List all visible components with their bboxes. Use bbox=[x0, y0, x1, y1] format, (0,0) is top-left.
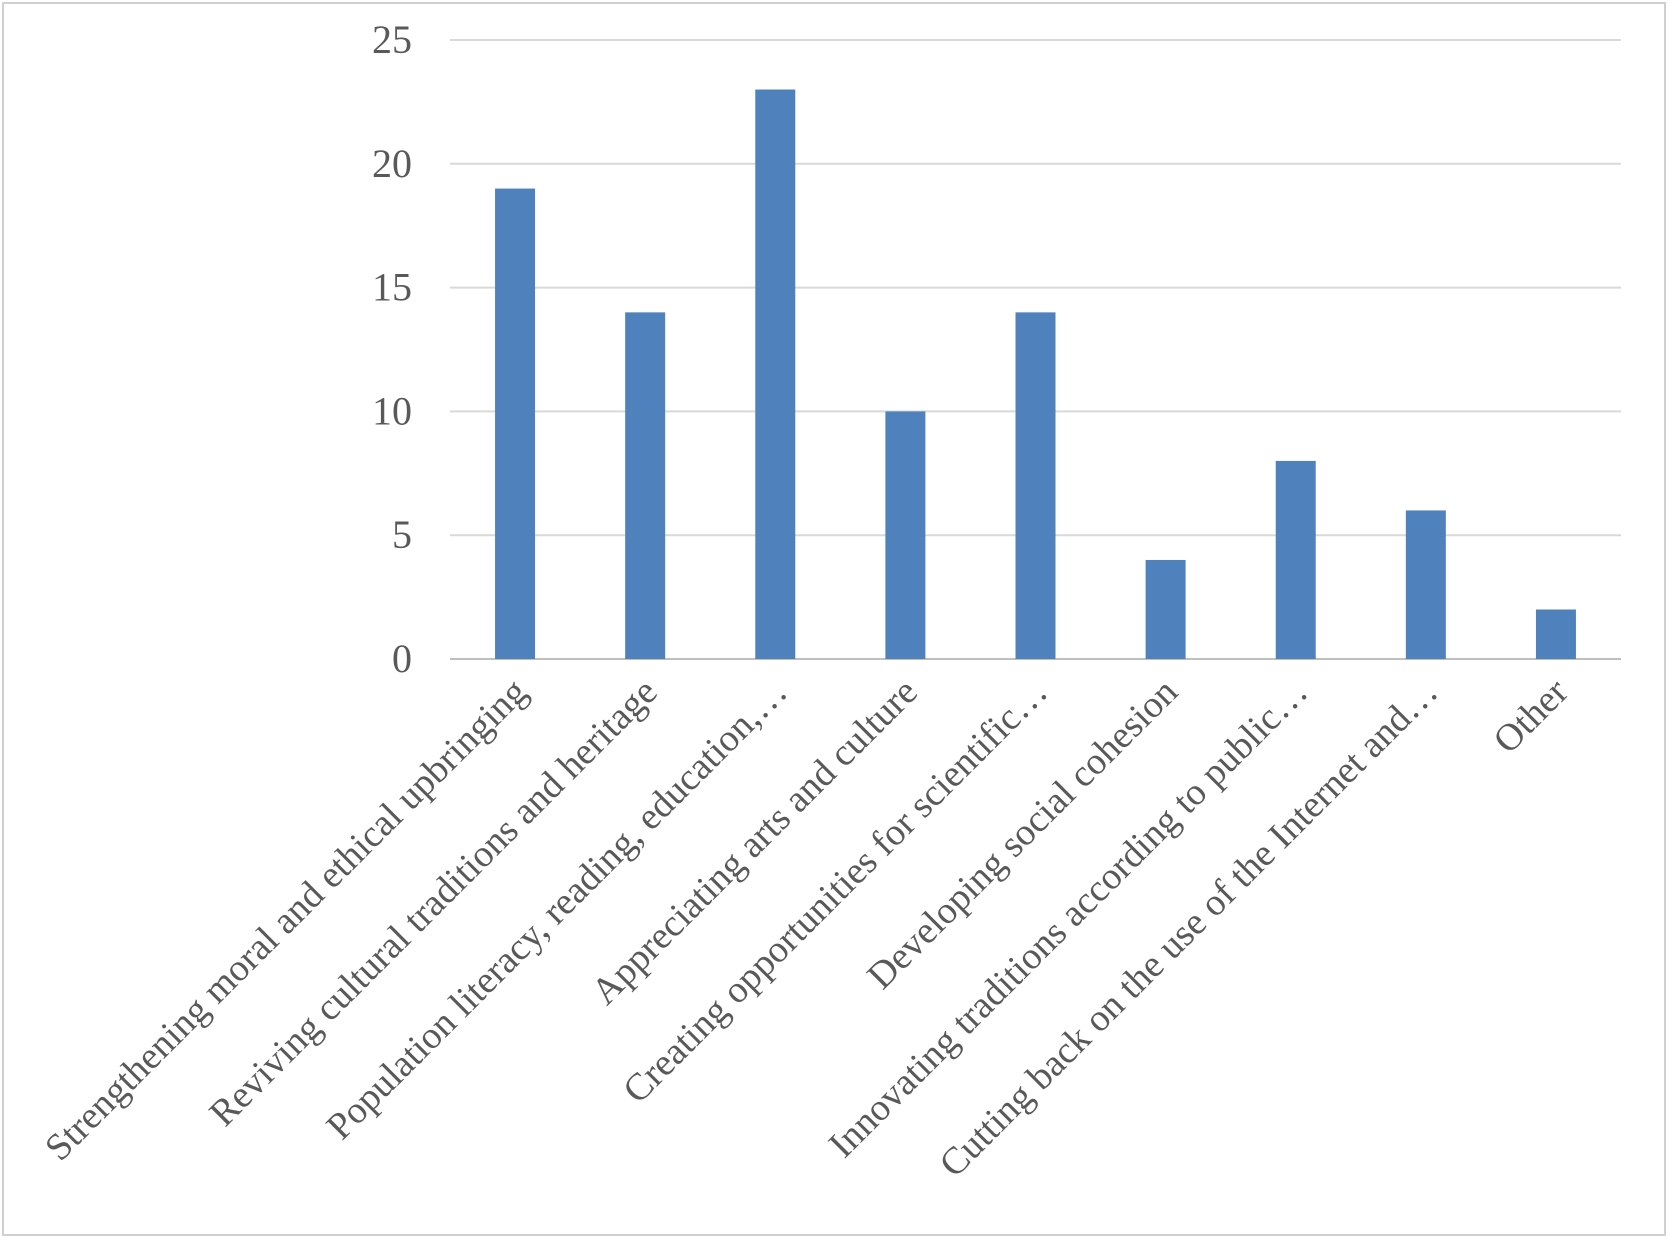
y-tick-label: 25 bbox=[372, 17, 412, 62]
bar bbox=[625, 312, 666, 659]
bar bbox=[1405, 510, 1446, 659]
x-category-label: Population literacy, reading, education,… bbox=[318, 671, 795, 1148]
y-tick-label: 20 bbox=[372, 141, 412, 186]
x-category-label: Cutting back on the use of the Internet … bbox=[931, 671, 1446, 1186]
bar-chart: 0 5 10 15 20 25 Strengthening moral and ethica… bbox=[37, 17, 1621, 1186]
x-category-label: Innovating traditions according to publi… bbox=[821, 671, 1316, 1166]
y-tick-label: 5 bbox=[392, 512, 412, 557]
bar bbox=[1535, 609, 1576, 659]
x-category-label: Strengthening moral and ethical upbringi… bbox=[37, 671, 535, 1169]
y-tick-label: 15 bbox=[372, 265, 412, 310]
x-category-label: Reviving cultural traditions and heritag… bbox=[202, 671, 666, 1135]
y-tick-label: 0 bbox=[392, 636, 412, 681]
bar bbox=[885, 411, 926, 659]
bar bbox=[1015, 312, 1056, 659]
bar bbox=[1145, 559, 1186, 659]
y-tick-label: 10 bbox=[372, 388, 412, 433]
bar bbox=[755, 89, 796, 659]
x-category-label: Other bbox=[1485, 670, 1576, 761]
bar bbox=[1275, 460, 1316, 659]
bar bbox=[495, 188, 536, 659]
